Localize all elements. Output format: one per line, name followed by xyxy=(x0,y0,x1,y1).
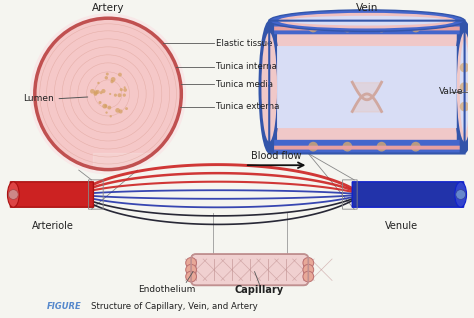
Ellipse shape xyxy=(262,32,277,142)
Circle shape xyxy=(115,108,120,113)
Circle shape xyxy=(460,102,469,112)
Circle shape xyxy=(308,142,318,152)
Circle shape xyxy=(186,258,196,268)
Circle shape xyxy=(377,142,386,152)
Circle shape xyxy=(102,104,107,108)
Ellipse shape xyxy=(454,21,474,154)
FancyBboxPatch shape xyxy=(277,32,457,142)
Circle shape xyxy=(114,93,117,97)
FancyBboxPatch shape xyxy=(191,254,308,285)
FancyBboxPatch shape xyxy=(269,21,465,154)
Circle shape xyxy=(118,73,122,77)
Circle shape xyxy=(105,111,108,114)
Circle shape xyxy=(106,73,109,76)
Circle shape xyxy=(411,23,420,32)
Text: Tunica externa: Tunica externa xyxy=(216,102,279,111)
Text: Blood flow: Blood flow xyxy=(251,151,301,161)
Circle shape xyxy=(90,89,95,93)
Circle shape xyxy=(109,93,111,95)
Circle shape xyxy=(9,190,18,199)
Text: Tunica interna: Tunica interna xyxy=(216,62,276,71)
Text: Tunica media: Tunica media xyxy=(216,80,273,89)
Text: Endothelium: Endothelium xyxy=(138,285,195,294)
Ellipse shape xyxy=(74,57,142,131)
Circle shape xyxy=(93,92,97,96)
Circle shape xyxy=(125,107,128,110)
Circle shape xyxy=(343,23,352,32)
Text: Structure of Capillary, Vein, and Artery: Structure of Capillary, Vein, and Artery xyxy=(91,302,258,311)
Ellipse shape xyxy=(457,32,473,142)
Ellipse shape xyxy=(35,18,182,170)
Text: FIGURE: FIGURE xyxy=(46,302,81,311)
Circle shape xyxy=(118,109,123,114)
Circle shape xyxy=(101,89,106,93)
FancyBboxPatch shape xyxy=(274,146,460,149)
Ellipse shape xyxy=(269,10,465,31)
Circle shape xyxy=(96,90,100,94)
Circle shape xyxy=(94,90,98,95)
Ellipse shape xyxy=(54,36,163,152)
Circle shape xyxy=(303,258,314,268)
Ellipse shape xyxy=(67,50,149,138)
Circle shape xyxy=(460,82,469,92)
Circle shape xyxy=(411,142,420,152)
Circle shape xyxy=(460,63,469,73)
Circle shape xyxy=(456,190,465,199)
Circle shape xyxy=(303,271,314,282)
Text: Arteriole: Arteriole xyxy=(31,221,73,231)
Circle shape xyxy=(111,77,116,82)
Circle shape xyxy=(377,23,386,32)
Circle shape xyxy=(123,93,126,97)
Circle shape xyxy=(186,271,196,282)
Circle shape xyxy=(99,101,101,104)
Circle shape xyxy=(110,80,114,83)
FancyBboxPatch shape xyxy=(274,21,460,34)
Circle shape xyxy=(119,88,123,91)
Text: Venule: Venule xyxy=(384,221,418,231)
FancyBboxPatch shape xyxy=(274,26,460,31)
FancyBboxPatch shape xyxy=(277,46,457,128)
FancyBboxPatch shape xyxy=(274,140,460,154)
Circle shape xyxy=(118,93,121,97)
Ellipse shape xyxy=(46,30,170,158)
Text: Elastic tissue: Elastic tissue xyxy=(216,38,272,48)
Ellipse shape xyxy=(89,73,128,115)
Ellipse shape xyxy=(60,43,156,145)
FancyBboxPatch shape xyxy=(10,182,93,207)
Ellipse shape xyxy=(455,182,466,207)
Ellipse shape xyxy=(278,13,456,29)
Text: Lumen: Lumen xyxy=(23,94,54,103)
Circle shape xyxy=(303,264,314,275)
Circle shape xyxy=(109,115,112,117)
Circle shape xyxy=(105,76,108,80)
Text: Vein: Vein xyxy=(356,3,378,13)
Circle shape xyxy=(343,142,352,152)
Circle shape xyxy=(186,264,196,275)
Ellipse shape xyxy=(8,182,19,207)
Circle shape xyxy=(124,86,126,88)
Circle shape xyxy=(97,82,100,84)
Ellipse shape xyxy=(81,65,136,123)
Circle shape xyxy=(100,91,102,94)
Text: Capillary: Capillary xyxy=(235,285,284,295)
Circle shape xyxy=(108,106,111,110)
Text: Valve: Valve xyxy=(439,87,464,96)
Ellipse shape xyxy=(40,23,176,165)
Ellipse shape xyxy=(30,13,186,175)
Circle shape xyxy=(308,23,318,32)
Ellipse shape xyxy=(460,40,469,134)
Ellipse shape xyxy=(287,16,447,25)
Ellipse shape xyxy=(95,80,121,107)
FancyBboxPatch shape xyxy=(352,182,464,207)
Circle shape xyxy=(104,104,108,107)
Circle shape xyxy=(123,88,127,92)
Text: Artery: Artery xyxy=(92,3,124,13)
Ellipse shape xyxy=(258,21,280,154)
